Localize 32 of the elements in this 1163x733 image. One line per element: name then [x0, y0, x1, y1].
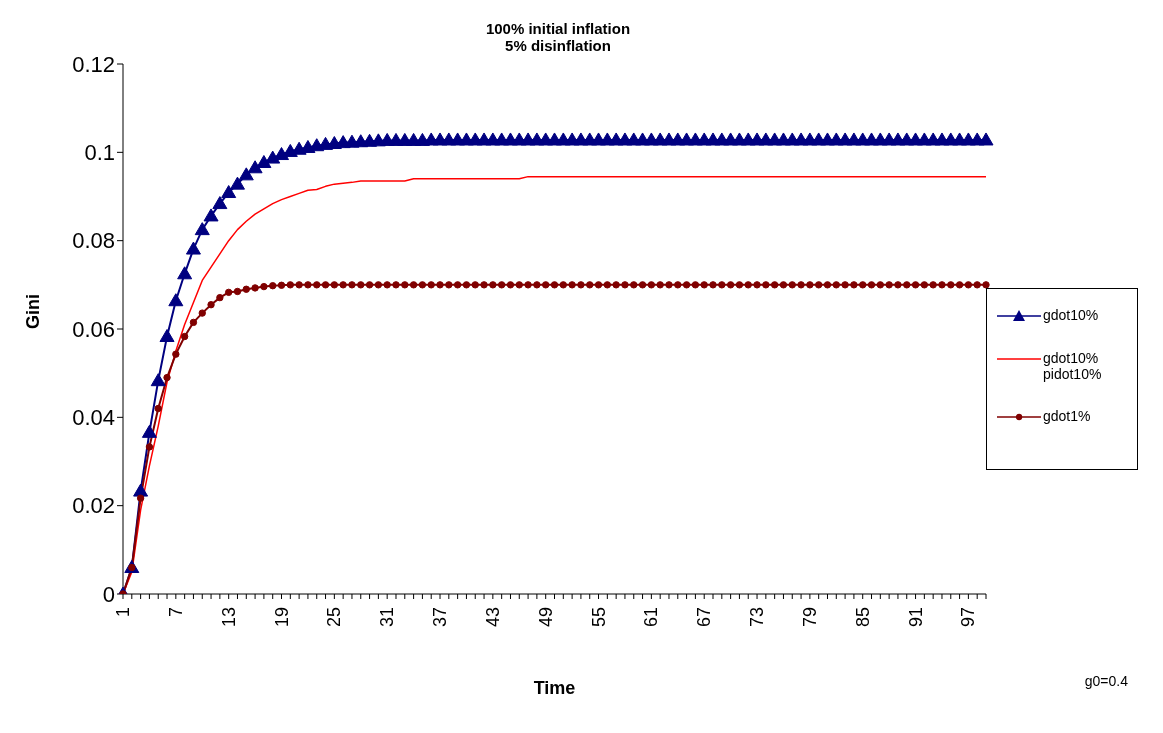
chart-title: 100% initial inflation: [484, 20, 632, 37]
y-tick-label: 0.12: [72, 51, 115, 77]
y-tick-label: 0.02: [72, 493, 115, 519]
x-tick-label: 85: [852, 607, 873, 628]
x-tick-label: 67: [694, 607, 715, 628]
y-axis-title: Gini: [23, 294, 44, 329]
chart-subtitle: 5% disinflation: [505, 37, 611, 54]
x-tick-label: 91: [905, 607, 926, 628]
legend-label: gdot10%: [1043, 307, 1099, 323]
x-tick-label: 55: [588, 607, 609, 628]
x-tick-label: 73: [747, 607, 768, 628]
x-tick-label: 61: [641, 607, 662, 628]
x-tick-label: 7: [165, 607, 186, 618]
x-tick-label: 1: [113, 607, 133, 618]
x-tick-label: 31: [377, 607, 398, 628]
x-tick-label: 13: [218, 607, 239, 628]
x-tick-label: 79: [799, 607, 820, 628]
legend-label: gdot1%: [1043, 408, 1091, 424]
x-tick-label: 43: [482, 607, 503, 628]
x-tick-label: 37: [430, 607, 451, 628]
y-tick-label: 0.06: [72, 316, 115, 342]
y-tick-label: 0: [102, 581, 115, 607]
x-tick-label: 19: [271, 607, 292, 628]
x-tick-label: 97: [958, 607, 979, 628]
text: g0=0.4: [1084, 673, 1128, 689]
legend-label: gdot10% pidot10%: [1043, 350, 1102, 382]
y-tick-label: 0.08: [72, 228, 115, 254]
x-axis-title: Time: [533, 678, 576, 698]
y-tick-label: 0.04: [72, 405, 115, 431]
x-tick-label: 25: [324, 607, 345, 628]
x-tick-label: 49: [535, 607, 556, 628]
y-tick-label: 0.1: [84, 140, 115, 166]
